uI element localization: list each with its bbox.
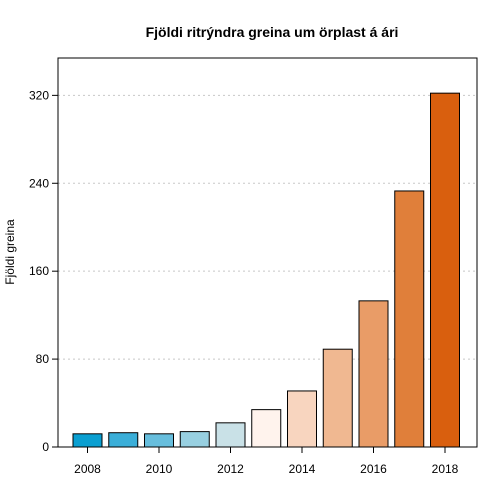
- y-tick-label: 80: [36, 352, 50, 366]
- y-tick-label: 320: [29, 88, 49, 102]
- y-axis-label: Fjöldi greina: [3, 219, 17, 285]
- y-tick-label: 160: [29, 264, 49, 278]
- bar-2009: [108, 432, 139, 448]
- y-axis: 0 80 160 240 320: [29, 88, 58, 454]
- bar-2008: [72, 433, 103, 448]
- bar-2010: [144, 433, 174, 448]
- y-tick-label: 240: [29, 176, 49, 190]
- x-tick-label: 2014: [289, 462, 316, 476]
- x-tick-label: 2010: [146, 462, 173, 476]
- x-tick-label: 2012: [217, 462, 244, 476]
- bar-2013: [251, 409, 282, 448]
- bar-2015: [322, 348, 353, 448]
- x-tick-label: 2008: [74, 462, 101, 476]
- x-tick-label: 2018: [432, 462, 459, 476]
- x-tick-label: 2016: [360, 462, 387, 476]
- bar-2011: [179, 431, 210, 448]
- chart-title: Fjöldi ritrýndra greina um örplast á ári: [146, 24, 399, 40]
- bar-2018: [430, 92, 460, 448]
- x-axis: 2008 2010 2012 2014 2016 2018: [74, 447, 459, 476]
- bar-2016: [358, 300, 389, 448]
- bar-2014: [287, 390, 317, 448]
- bar-2012: [215, 422, 246, 448]
- bar-2017: [394, 190, 425, 448]
- bars: [72, 92, 460, 448]
- y-tick-label: 0: [42, 440, 49, 454]
- plot-border: [57, 57, 478, 448]
